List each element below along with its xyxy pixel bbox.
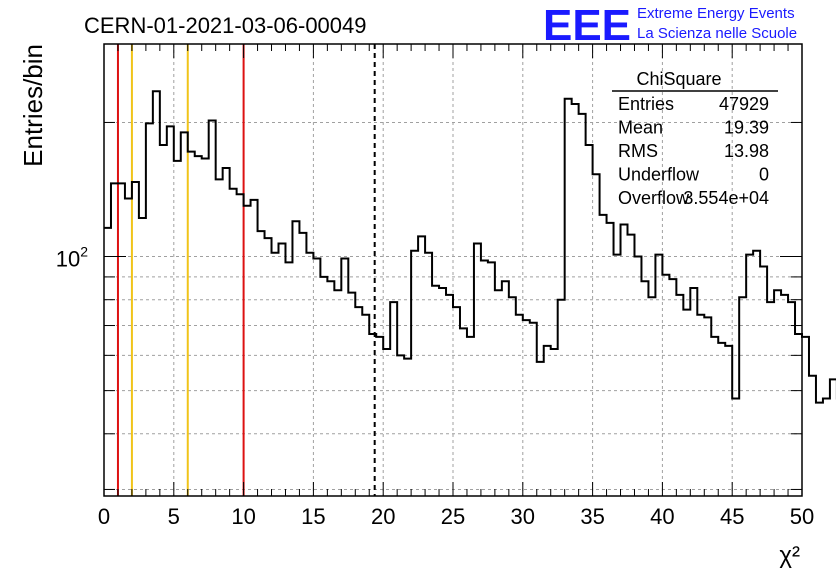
x-tick-label: 25 xyxy=(441,504,465,529)
stats-box: ChiSquare Entries 47929 Mean 19.39 RMS 13.98 U… xyxy=(612,69,778,208)
x-tick-label: 0 xyxy=(98,504,110,529)
stats-value-overflow: 3.554e+04 xyxy=(683,188,769,208)
x-tick-label: 50 xyxy=(790,504,814,529)
vertical-reference-lines xyxy=(116,44,376,496)
chart-title: CERN-01-2021-03-06-00049 xyxy=(84,13,367,38)
stats-value-rms: 13.98 xyxy=(724,141,769,161)
grid-lines xyxy=(104,44,802,496)
eee-logo-mark: EEE xyxy=(543,1,631,50)
stats-value-mean: 19.39 xyxy=(724,118,769,138)
histogram-outline xyxy=(104,90,836,404)
x-tick-label: 35 xyxy=(580,504,604,529)
eee-logo-line2: La Scienza nelle Scuole xyxy=(637,25,797,42)
y-axis-label: Entries/bin xyxy=(18,44,48,167)
stats-value-underflow: 0 xyxy=(759,165,769,185)
stats-value-entries: 47929 xyxy=(719,94,769,114)
stats-label-rms: RMS xyxy=(618,141,658,161)
x-tick-label: 30 xyxy=(511,504,535,529)
stats-label-underflow: Underflow xyxy=(618,165,700,185)
stats-label-entries: Entries xyxy=(618,94,674,114)
stats-label-overflow: Overflow xyxy=(618,188,690,208)
axes: 0 5 10 15 20 25 30 35 40 45 50 102 xyxy=(56,43,814,529)
x-tick-label: 15 xyxy=(301,504,325,529)
x-tick-label: 45 xyxy=(720,504,744,529)
eee-logo-line1: Extreme Energy Events xyxy=(637,5,795,22)
eee-logo: EEE Extreme Energy Events La Scienza nel… xyxy=(543,1,797,50)
x-tick-label: 5 xyxy=(168,504,180,529)
y-tick-label: 102 xyxy=(56,244,88,272)
x-tick-label: 10 xyxy=(231,504,255,529)
x-tick-label: 40 xyxy=(650,504,674,529)
x-tick-label: 20 xyxy=(371,504,395,529)
histogram xyxy=(104,90,836,404)
x-axis-label: χ² xyxy=(779,542,800,569)
stats-label-mean: Mean xyxy=(618,118,663,138)
stats-box-title: ChiSquare xyxy=(636,69,721,89)
